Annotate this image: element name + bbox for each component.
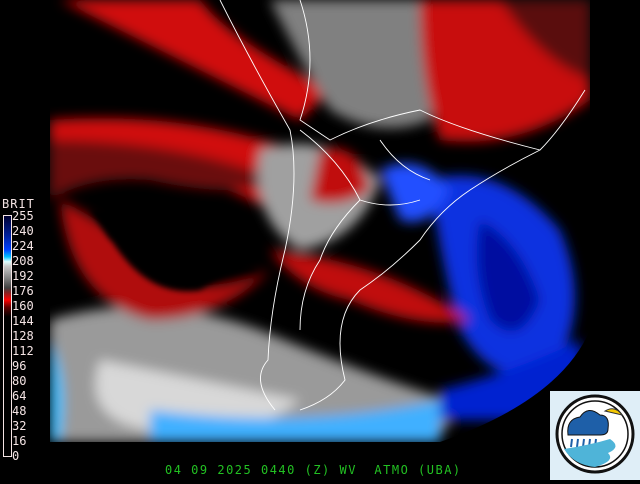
colorbar-label: 64 [12, 389, 27, 403]
coastlines-borders [219, 0, 586, 411]
colorbar-label: 128 [12, 329, 34, 343]
colorbar-label: 240 [12, 224, 34, 238]
colorbar [3, 215, 12, 457]
colorbar-label: 48 [12, 404, 27, 418]
colorbar-label: 160 [12, 299, 34, 313]
colorbar-title: BRIT [2, 197, 35, 211]
colorbar-label: 16 [12, 434, 27, 448]
colorbar-label: 255 [12, 209, 34, 223]
colorbar-label: 96 [12, 359, 27, 373]
colorbar-label: 224 [12, 239, 34, 253]
colorbar-labels: 255 240 224 208 192 176 160 144 128 112 … [12, 209, 34, 464]
image-field [50, 0, 590, 442]
image-caption: 04 09 2025 0440 (Z) WV ATMO (UBA) [165, 463, 462, 477]
colorbar-label: 144 [12, 314, 34, 328]
colorbar-label: 0 [12, 449, 20, 463]
colorbar-label: 112 [12, 344, 34, 358]
atmosphere-weather-logo [550, 391, 640, 480]
colorbar-label: 80 [12, 374, 27, 388]
colorbar-label: 176 [12, 284, 34, 298]
colorbar-label: 32 [12, 419, 27, 433]
colorbar-label: 208 [12, 254, 34, 268]
colorbar-label: 192 [12, 269, 34, 283]
